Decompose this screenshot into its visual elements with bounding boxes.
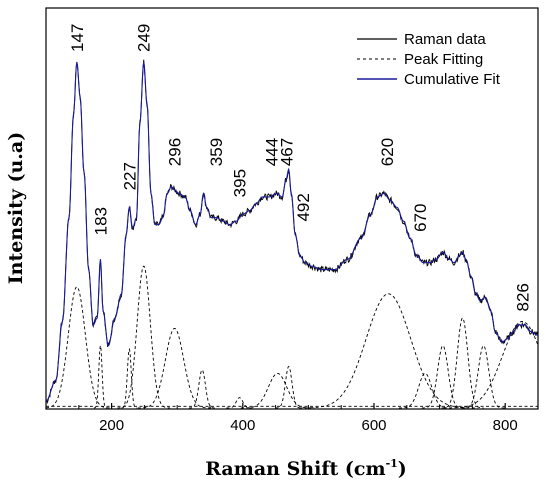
peak-fit-component (240, 372, 315, 409)
peak-label: 826 (513, 283, 532, 311)
peak-label: 444 (263, 138, 282, 166)
peak-label: 395 (231, 169, 250, 197)
peak-fit-component (462, 345, 505, 409)
peak-fit-component (137, 327, 212, 409)
peak-fitting-components (45, 265, 539, 409)
peak-fit-component (275, 365, 302, 409)
peak-fit-component (421, 345, 464, 409)
x-tick-label: 200 (99, 417, 124, 434)
peak-label: 492 (294, 193, 313, 221)
raman-data-line (45, 59, 539, 405)
peak-fit-component (117, 265, 170, 409)
peak-fit-component (299, 293, 478, 409)
x-axis-ticks: 200 400 600 800 (45, 403, 539, 434)
raman-data-series (45, 59, 539, 405)
cumulative-fit-series (45, 61, 539, 402)
x-tick-label: 800 (493, 417, 518, 434)
peak-label: 670 (411, 204, 430, 232)
x-axis-title: Raman Shift (cm-1) (205, 457, 407, 480)
peak-fit-component (121, 347, 138, 409)
y-axis-title: Intensity (u.a) (5, 132, 27, 284)
peak-label: 467 (278, 138, 297, 166)
peak-label: 296 (166, 138, 185, 166)
x-tick-label: 600 (361, 417, 386, 434)
x-tick-label: 400 (230, 417, 255, 434)
peak-label: 183 (91, 207, 110, 235)
legend-peak-fitting-label: Peak Fitting (404, 51, 483, 68)
peak-label: 147 (68, 24, 87, 52)
peak-label: 227 (120, 162, 139, 190)
peak-fit-component (188, 369, 216, 409)
legend-cumulative-fit-label: Cumulative Fit (404, 71, 501, 88)
cumulative-fit-line (45, 61, 539, 402)
legend-raman-data-label: Raman data (404, 31, 486, 48)
legend: Raman data Peak Fitting Cumulative Fit (357, 31, 501, 88)
plot-frame (45, 7, 539, 410)
peak-label: 249 (135, 24, 154, 52)
peak-fit-component (45, 286, 111, 409)
peak-fit-component (441, 317, 484, 409)
peak-fit-component (226, 397, 253, 409)
peak-fit-component (443, 321, 539, 409)
peak-label: 620 (378, 138, 397, 166)
peak-label: 359 (207, 138, 226, 166)
